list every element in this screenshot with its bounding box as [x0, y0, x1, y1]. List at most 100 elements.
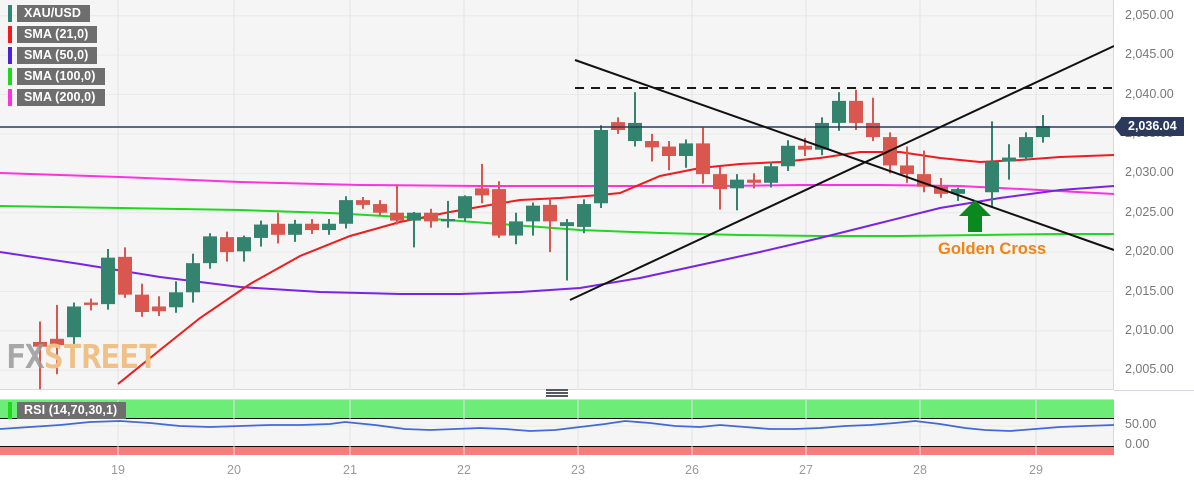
price-axis-tick: 2,025.00 [1125, 204, 1174, 219]
candle-body [135, 294, 149, 312]
candle-body [271, 223, 285, 235]
pane-resize-handle[interactable] [546, 389, 568, 397]
candlestick [186, 253, 200, 303]
price-axis[interactable]: 2,050.002,045.002,040.002,035.002,030.00… [1114, 0, 1194, 391]
legend-xauusd[interactable]: XAU/USD [8, 5, 105, 22]
candle-body [1036, 126, 1050, 138]
candlestick [1002, 144, 1016, 180]
rsi-color-swatch [8, 402, 12, 419]
candle-body [781, 145, 795, 167]
candle-body [101, 257, 115, 305]
legend-sma21[interactable]: SMA (21,0) [8, 26, 105, 43]
rsi-axis-tick: 50.00 [1125, 417, 1157, 431]
time-axis-tick: 27 [799, 463, 813, 477]
legend-sma50[interactable]: SMA (50,0) [8, 47, 105, 64]
candlestick [696, 127, 710, 184]
candle-body [492, 189, 506, 236]
current-price-value: 2,036.04 [1121, 117, 1184, 136]
candlestick [356, 196, 370, 209]
candle-body [679, 143, 693, 156]
candlestick [237, 235, 251, 262]
candle-body [118, 256, 132, 295]
candle-body [866, 122, 880, 138]
descending-trendline [574, 59, 1115, 251]
candlestick [492, 181, 506, 238]
candlestick [934, 178, 948, 198]
candlestick [1019, 132, 1033, 161]
candle-body [696, 143, 710, 175]
candle-body [747, 179, 761, 183]
candlestick [50, 304, 64, 375]
candle-body [713, 174, 727, 190]
candlestick [322, 219, 336, 235]
sma-100-line [0, 205, 1114, 237]
candle-body [1019, 137, 1033, 158]
rsi-axis[interactable]: 50.00 0.00 [1114, 399, 1194, 455]
rsi-overbought-band [0, 400, 1114, 419]
candle-body [237, 237, 251, 252]
candle-body [832, 100, 846, 123]
legend-label: SMA (100,0) [17, 68, 105, 85]
candlestick [203, 233, 217, 269]
legend-sma200[interactable]: SMA (200,0) [8, 89, 105, 106]
candle-body [67, 306, 81, 338]
time-axis-tick: 23 [571, 463, 585, 477]
candle-body [526, 205, 540, 222]
candlestick [730, 174, 744, 211]
rsi-pane[interactable] [0, 399, 1115, 457]
candlestick [560, 219, 574, 281]
rsi-oversold-band [0, 446, 1114, 457]
candle-body [509, 221, 523, 236]
candle-body [169, 292, 183, 308]
candle-body [798, 145, 812, 150]
golden-cross-arrow-icon [959, 200, 991, 232]
time-axis[interactable]: 19 20 21 22 23 26 27 28 29 [0, 455, 1114, 492]
price-chart-pane[interactable] [0, 0, 1115, 390]
candle-body [815, 122, 829, 150]
time-axis-tick: 26 [685, 463, 699, 477]
time-axis-tick: 20 [227, 463, 241, 477]
candle-body [203, 236, 217, 264]
price-axis-tick: 2,045.00 [1125, 47, 1174, 62]
candlestick [33, 321, 47, 390]
legend-label: SMA (200,0) [17, 89, 105, 106]
candlestick [390, 184, 404, 225]
candlestick [628, 92, 642, 147]
price-axis-tick: 2,005.00 [1125, 362, 1174, 377]
price-chart-canvas [0, 0, 1115, 390]
candle-body [288, 223, 302, 235]
candlestick [662, 141, 676, 171]
sma-21-line [117, 151, 1115, 385]
candle-body [50, 338, 64, 346]
rsi-axis-tick: 0.00 [1125, 437, 1150, 451]
candlestick [118, 247, 132, 298]
legend-color-swatch [8, 68, 12, 85]
legend-color-swatch [8, 89, 12, 106]
rsi-legend-label: RSI (14,70,30,1) [17, 402, 127, 419]
candle-body [373, 204, 387, 213]
candle-body [900, 165, 914, 175]
candle-body [934, 186, 948, 194]
current-price-tag: 2,036.04 [1114, 117, 1184, 136]
candle-body [152, 306, 166, 312]
handle-line [546, 392, 568, 394]
candlestick [373, 200, 387, 216]
candle-body [339, 200, 353, 224]
legend-label: SMA (50,0) [17, 47, 98, 64]
candle-body [611, 122, 625, 130]
candlestick [288, 219, 302, 242]
legend-sma100[interactable]: SMA (100,0) [8, 68, 105, 85]
candle-body [560, 222, 574, 227]
candlestick [611, 117, 625, 134]
candlestick [271, 212, 285, 244]
candlestick [101, 248, 115, 310]
candlestick [407, 211, 421, 248]
candlestick [781, 140, 795, 171]
candle-body [645, 141, 659, 148]
candlestick [441, 200, 455, 228]
price-axis-tick: 2,040.00 [1125, 86, 1174, 101]
candlestick [577, 199, 591, 234]
ascending-trendline [569, 45, 1115, 301]
candle-body [764, 166, 778, 183]
